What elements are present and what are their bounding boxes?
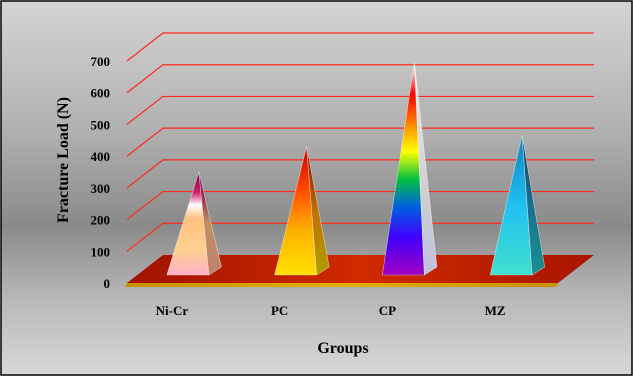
gridline xyxy=(126,190,594,221)
bar-cp xyxy=(382,62,438,276)
gridlines xyxy=(126,32,594,252)
gridline xyxy=(126,95,594,125)
x-axis-label: Groups xyxy=(317,340,368,357)
y-axis-label: Fracture Load (N) xyxy=(55,97,72,223)
x-tick-label: CP xyxy=(379,303,396,318)
floor-top xyxy=(127,255,594,283)
bar-side-face xyxy=(198,171,222,276)
gridline xyxy=(126,32,594,62)
y-tick-label: 500 xyxy=(91,117,111,132)
bar-pc xyxy=(274,146,330,276)
y-tick-label: 100 xyxy=(91,244,111,259)
bar-side-face xyxy=(414,62,438,276)
x-tick-label: MZ xyxy=(485,303,506,318)
y-axis-ticks: 0 100 200 300 400 500 600 700 xyxy=(91,54,111,291)
gridline xyxy=(126,64,594,94)
y-tick-label: 0 xyxy=(104,276,111,291)
y-tick-label: 400 xyxy=(91,149,111,164)
bar-side-face xyxy=(306,146,330,276)
floor-front xyxy=(125,283,558,287)
x-axis-ticks: Ni-Cr PC CP MZ xyxy=(156,303,506,318)
bar-ni-cr xyxy=(166,171,222,276)
y-tick-label: 200 xyxy=(91,213,111,228)
x-tick-label: Ni-Cr xyxy=(156,303,189,318)
x-tick-label: PC xyxy=(271,303,288,318)
gridline xyxy=(126,159,594,189)
bar-side-face xyxy=(521,135,546,276)
gridline xyxy=(126,127,594,157)
y-tick-label: 600 xyxy=(91,86,111,101)
bars xyxy=(166,62,546,276)
y-tick-label: 700 xyxy=(91,54,111,69)
y-tick-label: 300 xyxy=(91,181,111,196)
bar-mz xyxy=(489,135,546,276)
chart-floor xyxy=(125,255,594,287)
gridline xyxy=(126,222,594,252)
